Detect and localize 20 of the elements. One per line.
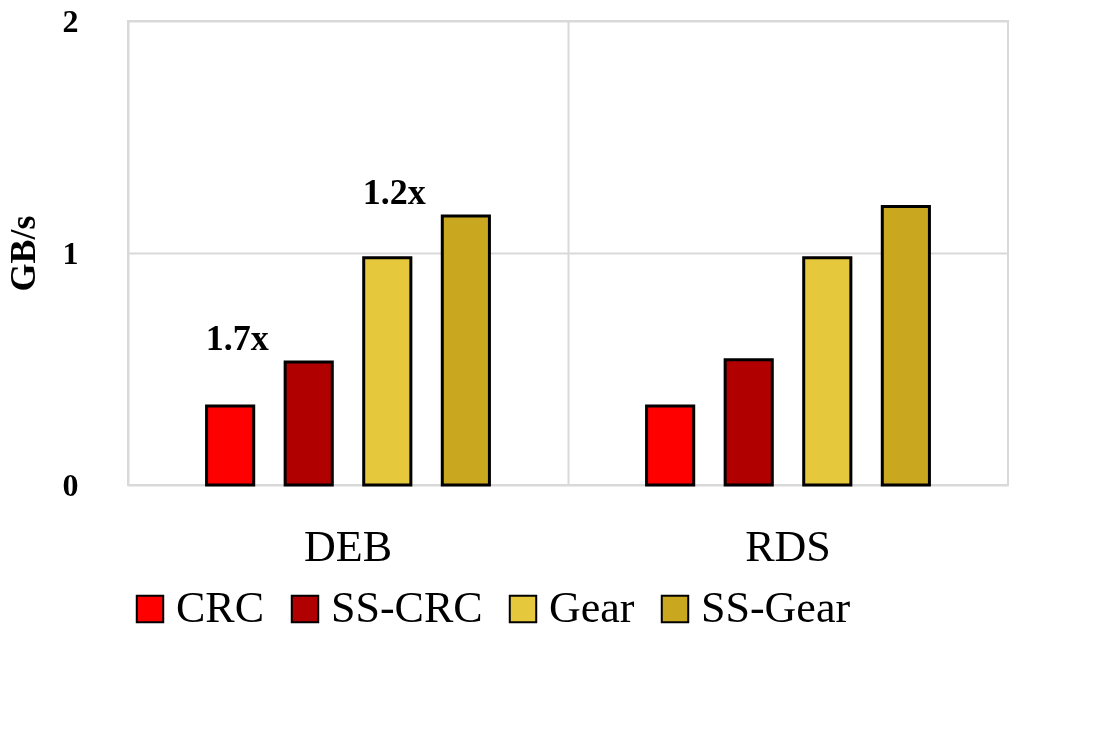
bar [283,360,334,487]
y-axis-title: GB/s [2,215,43,292]
y-tick-label: 2 [62,2,79,39]
y-tick-label: 1 [62,234,79,271]
legend-label: SS-Gear [701,583,851,632]
annotation: 1.2x [362,171,426,212]
y-tick-label: 0 [62,466,79,503]
bar [880,205,931,487]
x-tick-label: RDS [745,521,831,571]
legend-label: CRC [176,583,265,632]
bar [645,404,696,487]
bar [205,404,256,487]
annotation: 1.7x [205,318,269,359]
bar [362,256,413,487]
bar [802,256,853,487]
x-tick-label: DEB [304,521,392,571]
legend-label: Gear [549,583,635,632]
bar [440,214,491,487]
legend-label: SS-CRC [331,583,483,632]
bar [723,358,774,487]
